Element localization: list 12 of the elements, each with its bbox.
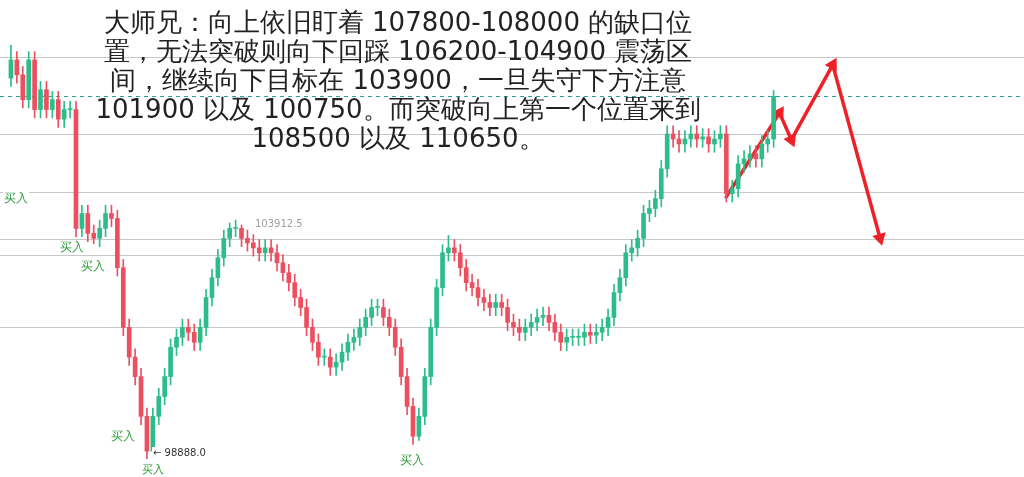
- annotation: 买入: [4, 191, 28, 206]
- annotation: 103912.5: [255, 217, 303, 229]
- point: [824, 57, 837, 72]
- annotation: 买入: [111, 429, 135, 444]
- annotation: ← 98888.0: [153, 446, 206, 458]
- point: [783, 133, 797, 148]
- annotation: 买入: [60, 240, 84, 255]
- text: 买入: [142, 462, 164, 476]
- annotation: 买入: [400, 453, 424, 468]
- annotation: 买入: [81, 259, 105, 274]
- point: [872, 232, 886, 246]
- text: 大师兄：向上依旧盯着 107800-108000 的缺口位置，无法突破则向下回踩 106200-104900 震荡区间，继续向下目标在 103900，一旦失守下方注意 101900 以及 100750。而突破向上第一个位置来到 108500 以及 110650。: [94, 7, 702, 153]
